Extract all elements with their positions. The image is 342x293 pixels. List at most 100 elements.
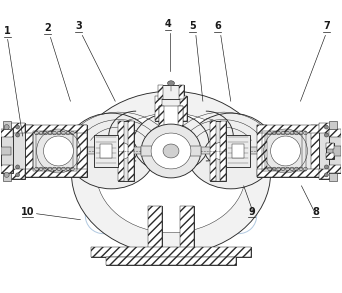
- Bar: [3, 173, 11, 181]
- Ellipse shape: [44, 167, 47, 171]
- Ellipse shape: [4, 125, 9, 130]
- Ellipse shape: [286, 167, 289, 171]
- Ellipse shape: [133, 113, 209, 173]
- Text: 1: 1: [4, 26, 11, 36]
- Bar: [128, 121, 134, 181]
- Bar: [158, 85, 184, 99]
- Bar: [256, 125, 321, 133]
- Bar: [1, 147, 11, 155]
- Text: 6: 6: [214, 21, 221, 31]
- Bar: [329, 121, 337, 129]
- Bar: [11, 169, 25, 179]
- Ellipse shape: [39, 131, 43, 135]
- Bar: [77, 125, 87, 177]
- Bar: [226, 135, 250, 167]
- Bar: [11, 147, 331, 154]
- Ellipse shape: [272, 131, 276, 135]
- Bar: [3, 121, 11, 129]
- Bar: [118, 121, 134, 181]
- Bar: [210, 121, 226, 181]
- Ellipse shape: [57, 167, 61, 171]
- Bar: [118, 121, 124, 181]
- Ellipse shape: [299, 131, 303, 135]
- Ellipse shape: [70, 131, 74, 135]
- Ellipse shape: [286, 131, 289, 135]
- Ellipse shape: [304, 131, 307, 135]
- Bar: [141, 146, 201, 156]
- Ellipse shape: [101, 137, 137, 165]
- Ellipse shape: [272, 167, 276, 171]
- Bar: [1, 165, 13, 173]
- Text: 海神水泵: 海神水泵: [131, 194, 211, 227]
- Bar: [256, 169, 321, 177]
- Ellipse shape: [57, 131, 61, 135]
- Bar: [36, 134, 74, 168]
- Ellipse shape: [277, 167, 280, 171]
- Bar: [256, 125, 267, 177]
- Bar: [23, 125, 32, 177]
- Bar: [11, 123, 25, 133]
- Bar: [91, 247, 251, 257]
- Ellipse shape: [281, 167, 285, 171]
- Bar: [155, 96, 162, 121]
- Ellipse shape: [324, 125, 328, 129]
- Bar: [326, 143, 334, 149]
- Bar: [159, 106, 183, 146]
- Ellipse shape: [66, 113, 156, 189]
- Ellipse shape: [53, 167, 56, 171]
- Bar: [148, 206, 162, 248]
- Ellipse shape: [4, 172, 9, 177]
- Text: 8: 8: [312, 207, 319, 217]
- Ellipse shape: [43, 136, 74, 166]
- Bar: [11, 123, 25, 179]
- Ellipse shape: [268, 131, 272, 135]
- Bar: [329, 173, 337, 181]
- Bar: [319, 169, 333, 179]
- Ellipse shape: [324, 173, 328, 177]
- Ellipse shape: [107, 142, 131, 160]
- Bar: [155, 96, 187, 121]
- Ellipse shape: [163, 144, 179, 158]
- Text: 3: 3: [75, 21, 82, 31]
- Bar: [220, 121, 226, 181]
- Ellipse shape: [271, 136, 301, 166]
- Ellipse shape: [35, 167, 38, 171]
- Ellipse shape: [70, 167, 74, 171]
- Bar: [319, 123, 333, 179]
- Bar: [256, 125, 321, 177]
- Ellipse shape: [295, 167, 298, 171]
- Bar: [1, 129, 13, 137]
- Ellipse shape: [168, 81, 174, 86]
- Ellipse shape: [281, 131, 285, 135]
- Bar: [158, 85, 163, 99]
- Ellipse shape: [53, 131, 56, 135]
- Text: 10: 10: [21, 207, 34, 217]
- Ellipse shape: [290, 167, 294, 171]
- Bar: [329, 129, 341, 173]
- Ellipse shape: [96, 113, 246, 233]
- Bar: [180, 206, 194, 248]
- Bar: [1, 129, 13, 173]
- Ellipse shape: [324, 165, 328, 169]
- Ellipse shape: [62, 131, 65, 135]
- Bar: [94, 135, 118, 167]
- Bar: [326, 143, 334, 159]
- Bar: [326, 153, 334, 159]
- Text: 7: 7: [323, 21, 330, 31]
- Ellipse shape: [295, 131, 298, 135]
- Ellipse shape: [16, 165, 19, 169]
- Ellipse shape: [48, 167, 52, 171]
- Bar: [210, 121, 216, 181]
- Ellipse shape: [141, 124, 201, 178]
- Bar: [329, 165, 341, 173]
- Bar: [333, 146, 341, 156]
- Text: 2: 2: [44, 23, 51, 33]
- Bar: [148, 206, 162, 248]
- Bar: [312, 125, 321, 177]
- Bar: [179, 85, 184, 99]
- Bar: [329, 129, 341, 137]
- Ellipse shape: [39, 167, 43, 171]
- Bar: [32, 131, 77, 171]
- Ellipse shape: [151, 133, 191, 169]
- Ellipse shape: [16, 125, 19, 129]
